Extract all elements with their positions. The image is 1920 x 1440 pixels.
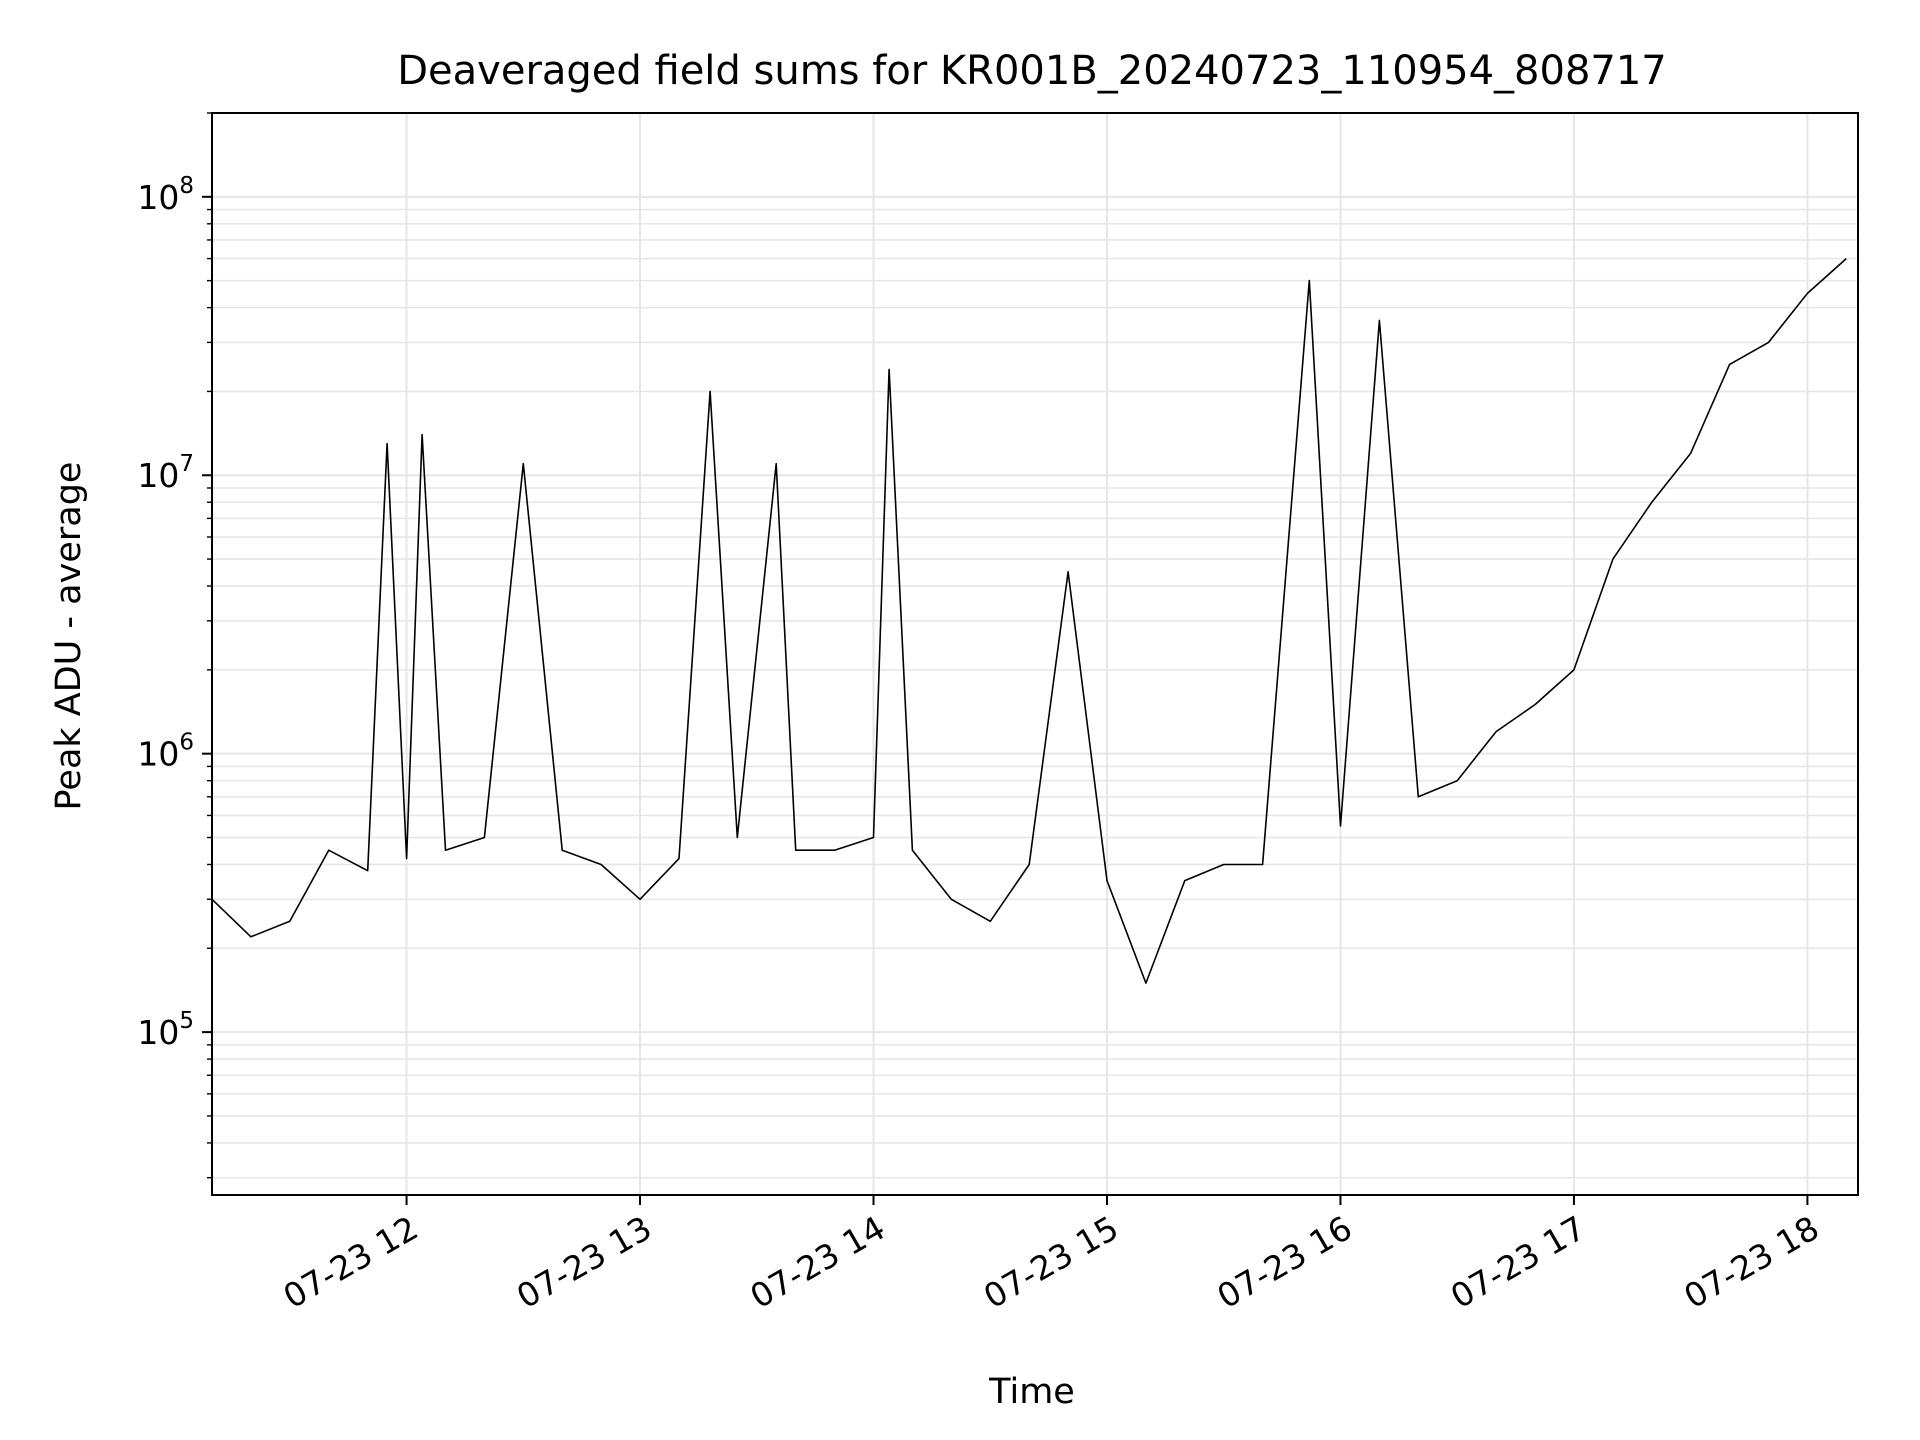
y-tick-label: 108 bbox=[137, 173, 194, 217]
x-axis-label: Time bbox=[988, 1372, 1075, 1412]
y-tick-label: 106 bbox=[137, 730, 194, 774]
y-tick-label: 105 bbox=[137, 1008, 194, 1052]
x-tick-label: 07-23 16 bbox=[1210, 1208, 1358, 1316]
x-tick-label: 07-23 12 bbox=[277, 1208, 425, 1316]
series-line-0 bbox=[211, 258, 1847, 984]
x-tick-label: 07-23 13 bbox=[510, 1208, 658, 1316]
x-tick-label: 07-23 14 bbox=[744, 1208, 892, 1316]
plot-frame bbox=[211, 112, 1859, 1196]
series-layer bbox=[211, 258, 1847, 984]
axis-ticks: 07-23 12 07-23 13 07-23 14 07-23 15 07-23 16… bbox=[137, 112, 1825, 1316]
y-axis-label: Peak ADU - average bbox=[49, 462, 89, 811]
x-tick-label: 07-23 18 bbox=[1677, 1208, 1825, 1316]
grid bbox=[212, 112, 1858, 1195]
x-tick-label: 07-23 15 bbox=[977, 1208, 1125, 1316]
chart-title: Deaveraged field sums for KR001B_2024072… bbox=[397, 48, 1667, 94]
x-tick-label: 07-23 17 bbox=[1444, 1208, 1592, 1316]
y-tick-label: 107 bbox=[137, 451, 194, 495]
